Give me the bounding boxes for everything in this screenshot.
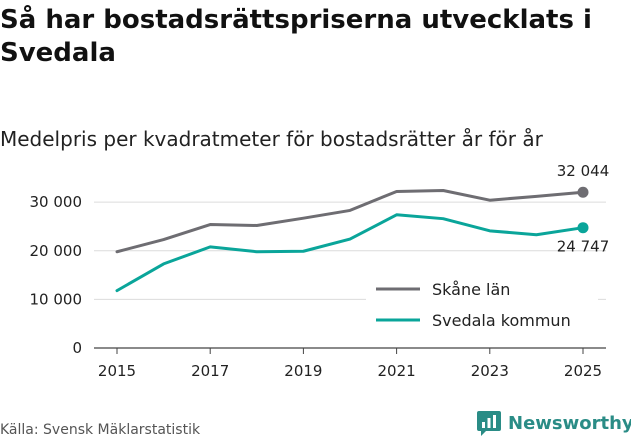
line-chart: 0 10 000 20 000 30 000 2015 2017 2019 2021 2023 2… [30, 162, 610, 380]
newsworthy-logo-icon [477, 411, 501, 436]
x-tick-label: 2019 [284, 362, 322, 380]
x-tick-label: 2015 [98, 362, 136, 380]
series-line-1 [115, 188, 585, 254]
y-tick-label: 30 000 [30, 193, 83, 211]
brand-logo: Newsworthy [476, 408, 631, 438]
source-note: Källa: Svensk Mäklarstatistik [0, 422, 201, 438]
x-tick-label: 2017 [191, 362, 229, 380]
y-tick-label: 20 000 [30, 242, 83, 260]
y-tick-label: 0 [72, 339, 82, 357]
x-tick-label: 2021 [378, 362, 416, 380]
series-layer: 32 044 24 747 [115, 162, 610, 293]
legend-background [366, 273, 598, 337]
legend-label-1: Skåne län [432, 280, 510, 299]
series-end-point-1 [577, 186, 589, 198]
series-end-point-2 [577, 222, 589, 234]
legend: Skåne län Svedala kommun [366, 273, 598, 337]
y-tick-label: 10 000 [30, 290, 83, 308]
axis-layer: 0 10 000 20 000 30 000 2015 2017 2019 2021 2023 2… [30, 193, 606, 380]
series-end-label-1: 32 044 [557, 162, 610, 180]
chart-subtitle: Medelpris per kvadratmeter för bostadsrä… [0, 127, 543, 151]
x-tick-label: 2023 [471, 362, 509, 380]
chart-title: Så har bostadsrättspriserna utvecklats i… [0, 5, 592, 68]
brand-name: Newsworthy [508, 412, 631, 434]
x-tick-label: 2025 [564, 362, 602, 380]
legend-label-2: Svedala kommun [432, 311, 571, 330]
series-end-label-2: 24 747 [557, 238, 610, 256]
series-line-2 [115, 213, 585, 293]
